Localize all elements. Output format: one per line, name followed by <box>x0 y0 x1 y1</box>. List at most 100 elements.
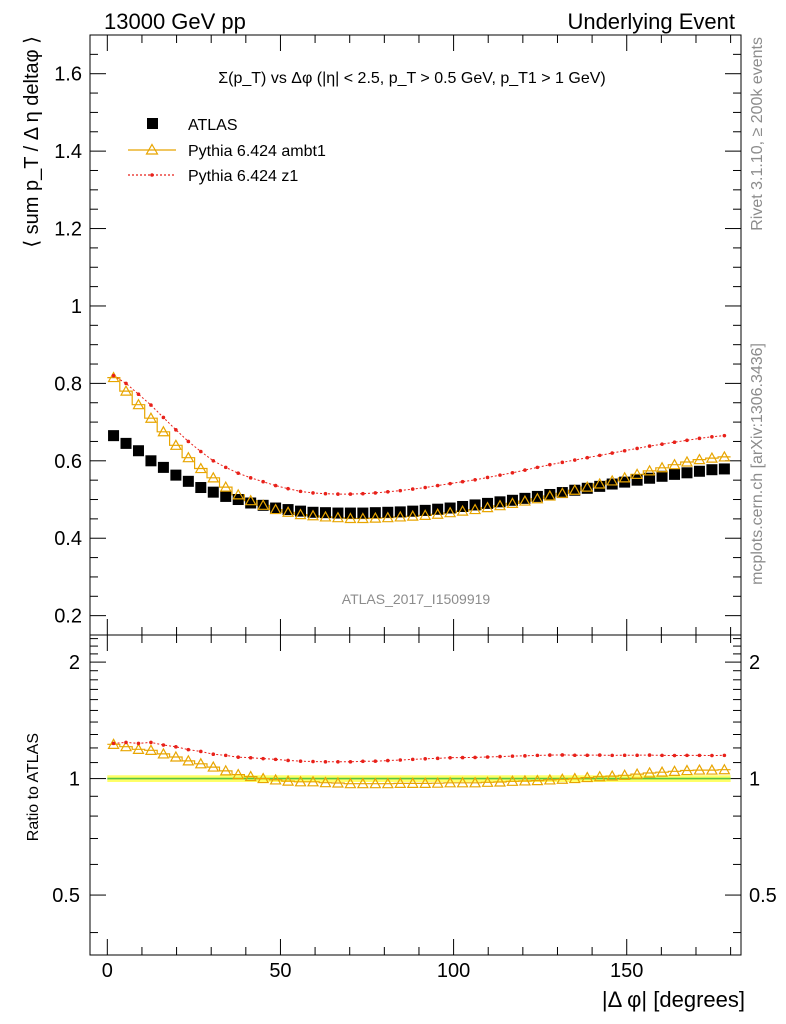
ratio-ambt1-point <box>581 771 594 783</box>
ratio-ambt1-point <box>618 769 631 780</box>
z1-point <box>672 440 677 445</box>
atlas-point <box>594 480 606 492</box>
ambt1-point <box>543 489 556 501</box>
ratio-y-tick-label-right: 2 <box>749 652 760 674</box>
ratio-ambt1-point <box>668 765 681 776</box>
ratio-ambt1-point <box>381 777 394 789</box>
ambt1-point <box>169 439 182 450</box>
ambt1-point <box>556 487 569 498</box>
z1-point <box>560 460 565 465</box>
header-right: Underlying Event <box>567 9 735 34</box>
ratio-ambt1-point <box>107 738 120 749</box>
ambt1-point <box>606 474 619 486</box>
ratio-ambt1-point <box>369 777 382 789</box>
ratio-z1-point <box>498 754 502 759</box>
ratio-z1-point <box>572 753 577 758</box>
atlas-point <box>270 502 282 514</box>
x-tick-label: 50 <box>269 960 291 982</box>
ratio-z1-point <box>186 747 191 752</box>
ratio-ambt1-point <box>444 776 457 788</box>
ratio-z1-point <box>385 758 390 763</box>
ambt1-point <box>406 509 419 521</box>
ratio-ambt1-point <box>493 775 507 787</box>
axis-ticks: 0.2 0.4 0.6 0.8 1 1.2 1.4 1.6 0 50 100 150 0.5 0.5 1 1 2… <box>52 34 777 982</box>
atlas-point <box>531 490 543 502</box>
z1-point <box>722 433 727 438</box>
ratio-z1-point <box>448 755 452 760</box>
ratio-ambt1-point <box>656 765 669 777</box>
ambt1-point <box>381 511 394 523</box>
ratio-z1-point <box>261 756 265 761</box>
ambt1-point <box>344 512 357 524</box>
ratio-z1-point <box>199 749 203 754</box>
ambt1-point <box>668 458 681 470</box>
main-y-tick-label: 1.4 <box>54 141 82 163</box>
z1-point <box>423 485 427 490</box>
ambt1-point <box>282 506 295 517</box>
z1-point <box>435 483 440 488</box>
atlas-point <box>257 499 269 511</box>
ratio-ambt1-point <box>219 764 232 776</box>
ratio-ambt1-point <box>344 777 357 789</box>
z1-point <box>473 477 477 482</box>
ratio-z1-point <box>111 741 116 746</box>
ratio-z1-point <box>685 753 689 758</box>
z1-point <box>311 491 315 495</box>
ambt1-point <box>581 480 594 492</box>
atlas-point <box>544 488 556 500</box>
atlas-point <box>706 464 718 476</box>
ratio-ambt1-point <box>169 750 182 762</box>
header-left: 13000 GeV pp <box>104 9 246 34</box>
atlas-point <box>718 463 730 475</box>
atlas-point <box>232 494 244 506</box>
ambt1-point <box>269 503 282 515</box>
ratio-z1-point <box>136 741 141 746</box>
ambt1-point <box>456 504 469 516</box>
ambt1-point <box>593 477 606 489</box>
main-y-tick-label: 0.6 <box>54 451 82 473</box>
ratio-ambt1-point <box>207 760 220 772</box>
legend: ATLAS Pythia 6.424 ambt1 Pythia 6.424 z1 <box>128 117 326 185</box>
z1-point <box>585 455 590 460</box>
atlas-point <box>295 505 307 517</box>
ambt1-point <box>319 510 332 522</box>
z1-point <box>361 491 365 496</box>
z1-point <box>323 491 328 496</box>
main-y-tick-label: 1 <box>71 296 82 318</box>
ambt1-point <box>656 461 669 473</box>
ratio-z1-line <box>113 741 725 763</box>
atlas-point <box>681 467 693 479</box>
ratio-y-tick-label-right: 1 <box>749 769 760 791</box>
atlas-point <box>220 490 232 502</box>
z1-point <box>261 479 265 484</box>
ratio-z1-point <box>473 755 477 760</box>
z1-point <box>136 392 141 397</box>
ratio-z1-point <box>398 758 403 762</box>
ratio-z1-point <box>635 753 639 758</box>
main-data-layer <box>107 371 731 524</box>
z1-point <box>697 436 702 441</box>
ratio-ambt1-point <box>356 777 369 789</box>
main-y-tick-label: 0.2 <box>54 606 82 628</box>
legend-label-ambt1: Pythia 6.424 ambt1 <box>188 143 326 160</box>
legend-marker-atlas <box>147 118 158 129</box>
z1-point <box>523 468 527 472</box>
atlas-point <box>307 506 319 518</box>
atlas-point <box>182 475 194 487</box>
ambt1-point <box>518 494 531 506</box>
ambt1-point <box>219 480 232 492</box>
ratio-z1-point <box>311 759 315 764</box>
ambt1-point <box>705 451 718 463</box>
atlas-point <box>556 487 568 499</box>
z1-point <box>597 453 602 458</box>
ratio-z1-point <box>323 760 328 764</box>
z1-point <box>485 475 490 480</box>
ambt1-point <box>132 398 145 410</box>
ratio-ambt1-point <box>119 740 133 752</box>
ambt1-point <box>431 507 444 519</box>
ambt1-point <box>257 499 270 510</box>
ratio-y-tick-label-left: 2 <box>69 652 80 674</box>
z1-point <box>186 439 191 444</box>
z1-point <box>685 438 689 443</box>
ratio-z1-point <box>286 758 290 763</box>
